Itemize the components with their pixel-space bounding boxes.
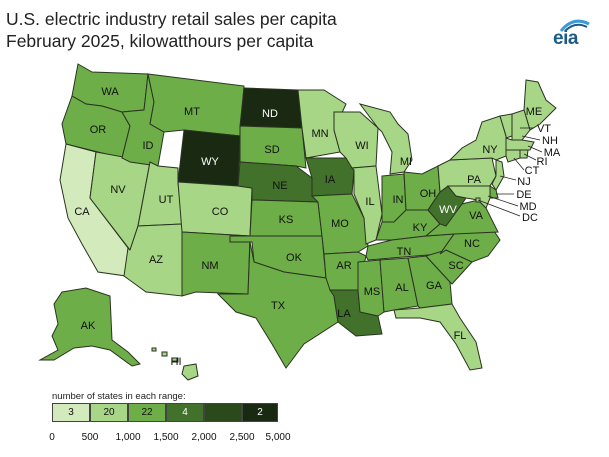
legend-tick-1: 500 [81, 432, 99, 443]
label-va: VA [469, 210, 484, 222]
label-il: IL [365, 196, 374, 208]
state-hi-1[interactable] [151, 347, 157, 352]
label-tn: TN [397, 246, 412, 258]
label-ky: KY [413, 222, 428, 234]
label-la: LA [337, 308, 351, 320]
state-il[interactable] [350, 165, 383, 245]
label-nh: NH [542, 135, 558, 147]
label-ia: IA [325, 174, 336, 186]
legend-bin-2: 22 [128, 403, 166, 422]
label-ak: AK [81, 320, 96, 332]
legend-count-0: 3 [68, 407, 74, 418]
eia-arc-icon [559, 19, 590, 32]
label-mt: MT [184, 106, 200, 118]
eia-logo: eia [553, 18, 593, 50]
legend-count-5: 2 [257, 407, 263, 418]
title-line-1: U.S. electric industry retail sales per … [6, 9, 337, 29]
label-tx: TX [271, 300, 286, 312]
legend-count-2: 22 [141, 407, 153, 418]
label-hi: HI [171, 356, 182, 368]
label-vt: VT [537, 123, 551, 135]
label-wy: WY [201, 156, 219, 168]
label-ct: CT [525, 165, 540, 177]
label-ga: GA [426, 280, 443, 292]
state-vt[interactable] [499, 113, 513, 139]
label-wv: WV [439, 204, 457, 216]
legend-tick-4: 2,000 [191, 432, 217, 443]
label-oh: OH [420, 188, 437, 200]
label-ar: AR [336, 260, 351, 272]
legend-tick-2: 1,000 [115, 432, 141, 443]
label-nv: NV [110, 184, 126, 196]
state-hi-4[interactable] [181, 363, 199, 381]
legend-caption: number of states in each range: [52, 391, 186, 402]
legend-bin-4 [204, 403, 242, 422]
legend-tick-0: 0 [49, 432, 55, 443]
callout-lines [477, 127, 543, 217]
label-nj: NJ [517, 176, 530, 188]
label-mo: MO [331, 218, 349, 230]
label-ne: NE [272, 180, 287, 192]
legend-tick-3: 1,500 [153, 432, 179, 443]
label-nd: ND [262, 108, 278, 120]
label-ok: OK [286, 252, 303, 264]
state-fl[interactable] [393, 303, 483, 371]
legend-bin-0: 3 [52, 403, 90, 422]
label-pa: PA [467, 174, 482, 186]
state-ct[interactable] [505, 149, 521, 163]
legend-ticks: 0 500 1,000 1,500 2,000 2,500 5,000 [0, 432, 609, 446]
label-ut: UT [159, 194, 174, 206]
legend-bin-1: 20 [90, 403, 128, 422]
label-in: IN [393, 194, 404, 206]
legend-bar: 3 20 22 4 2 [52, 403, 278, 422]
legend-count-1: 20 [103, 407, 115, 418]
legend-tick-6: 5,000 [265, 432, 291, 443]
label-wi: WI [355, 140, 368, 152]
label-md: MD [519, 201, 536, 213]
label-sc: SC [448, 260, 463, 272]
label-nm: NM [201, 260, 218, 272]
label-mn: MN [311, 128, 328, 140]
legend-bin-3: 4 [166, 403, 204, 422]
state-ak[interactable] [38, 287, 141, 367]
label-fl: FL [454, 330, 467, 342]
eia-logo-text: eia [553, 28, 578, 49]
label-id: ID [143, 140, 154, 152]
state-sd[interactable] [239, 125, 307, 169]
label-ri: RI [537, 156, 548, 168]
title-line-2: February 2025, kilowatthours per capita [6, 31, 314, 51]
state-hi-3[interactable] [171, 357, 179, 363]
label-ks: KS [279, 214, 294, 226]
state-ma[interactable] [505, 137, 535, 151]
label-me: ME [526, 106, 543, 118]
state-al[interactable] [379, 257, 419, 313]
state-nm[interactable] [181, 231, 251, 297]
label-wa: WA [101, 86, 119, 98]
label-mi: MI [400, 156, 412, 168]
label-de: DE [516, 189, 531, 201]
label-ms: MS [364, 286, 381, 298]
state-md[interactable] [446, 185, 491, 209]
label-co: CO [212, 206, 229, 218]
label-ma: MA [544, 147, 561, 159]
label-dc: DC [522, 212, 538, 224]
state-hi-2[interactable] [161, 351, 168, 357]
state-labels: WA OR CA NV ID MT WY UT AZ CO NM ND SD N… [74, 86, 561, 368]
state-tx[interactable] [216, 241, 339, 369]
label-az: AZ [149, 254, 163, 266]
legend-tick-5: 2,500 [229, 432, 255, 443]
label-al: AL [395, 282, 408, 294]
label-nc: NC [464, 238, 480, 250]
label-ca: CA [74, 206, 90, 218]
label-ny: NY [482, 144, 498, 156]
legend-count-3: 4 [182, 407, 188, 418]
map-title: U.S. electric industry retail sales per … [6, 8, 337, 52]
legend-bin-5: 2 [242, 403, 278, 422]
label-or: OR [90, 124, 107, 136]
label-sd: SD [264, 144, 279, 156]
